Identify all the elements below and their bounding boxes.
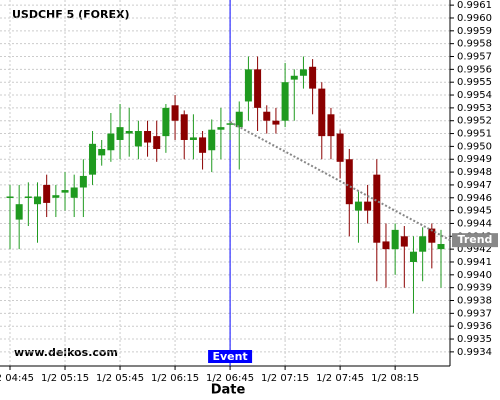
candle-body: [171, 105, 179, 121]
y-tick-label: 0.9956: [457, 64, 492, 75]
x-axis-label: Date: [211, 383, 246, 398]
x-tick-label: 1/2 06:45: [206, 373, 254, 384]
y-tick-label: 0.9947: [457, 180, 492, 191]
trend-label: Trend: [458, 233, 493, 246]
x-tick-label: 1/2 07:15: [261, 373, 309, 384]
candle-body: [327, 114, 335, 137]
y-tick-label: 0.9958: [457, 39, 492, 50]
candle-body: [419, 236, 427, 252]
candle-body: [125, 130, 133, 134]
y-tick-label: 0.9937: [457, 308, 492, 319]
y-tick-label: 0.9939: [457, 283, 492, 294]
candle-body: [299, 69, 307, 76]
y-tick-label: 0.9950: [457, 141, 492, 152]
y-tick-label: 0.9944: [457, 218, 492, 229]
candle-body: [336, 133, 344, 162]
candle-body: [98, 148, 106, 156]
candle-body: [217, 127, 225, 130]
candle-body: [79, 175, 87, 188]
y-tick-label: 0.9934: [457, 347, 492, 358]
candle-body: [189, 137, 197, 140]
y-tick-label: 0.9948: [457, 167, 492, 178]
y-tick-label: 0.9955: [457, 77, 492, 88]
y-tick-label: 0.9936: [457, 321, 492, 332]
candle-body: [116, 127, 124, 140]
candle-body: [437, 244, 445, 250]
candle-body: [364, 201, 372, 211]
trend-label-box: [452, 233, 498, 248]
y-tick-label: 0.9953: [457, 103, 492, 114]
candle-body: [428, 228, 436, 243]
candle-body: [52, 195, 60, 198]
candle-body: [153, 136, 161, 149]
candle-body: [226, 123, 234, 125]
candle-body: [318, 88, 326, 137]
y-tick-label: 0.9940: [457, 270, 492, 281]
candle-body: [144, 130, 152, 143]
candle-body: [263, 111, 271, 121]
x-tick-label: 1/2 07:45: [316, 373, 364, 384]
candle-body: [43, 184, 51, 203]
candle-body: [107, 133, 115, 151]
x-tick-label: 1/2 05:45: [96, 373, 144, 384]
candle-body: [235, 111, 243, 128]
x-tick-label: 1/2 08:15: [371, 373, 419, 384]
candle-body: [134, 130, 142, 147]
candle-body: [272, 120, 280, 125]
y-tick-label: 0.9951: [457, 129, 492, 140]
chart-title: USDCHF 5 (FOREX): [12, 8, 129, 21]
candle-body: [244, 69, 252, 102]
candle-body: [61, 190, 69, 193]
y-tick-label: 0.9954: [457, 90, 492, 101]
candle-body: [162, 107, 170, 137]
candle-body: [373, 174, 381, 243]
y-tick-label: 0.9945: [457, 206, 492, 217]
y-tick-label: 0.9957: [457, 52, 492, 63]
candle-body: [34, 196, 42, 205]
candle-body: [281, 82, 289, 121]
candle-body: [199, 137, 207, 153]
candle-body: [180, 114, 188, 140]
watermark: www.delkos.com: [14, 346, 118, 359]
candle-body: [70, 187, 78, 198]
candle-body: [208, 129, 216, 151]
candle-body: [354, 201, 362, 211]
candle-body: [290, 75, 298, 80]
event-label: Event: [212, 350, 247, 363]
candle-body: [89, 143, 97, 175]
candle-body: [6, 196, 14, 198]
y-tick-label: 0.9959: [457, 26, 492, 37]
y-tick-label: 0.9941: [457, 257, 492, 268]
y-tick-label: 0.9949: [457, 154, 492, 165]
y-tick-label: 0.9935: [457, 334, 492, 345]
x-tick-label: 1/2 05:15: [41, 373, 89, 384]
candle-body: [391, 229, 399, 250]
y-tick-label: 0.9952: [457, 116, 492, 127]
y-tick-label: 0.9942: [457, 244, 492, 255]
x-tick-label: 1/2 06:15: [151, 373, 199, 384]
x-tick-label: 1/2 04:45: [0, 373, 34, 384]
candle-body: [345, 159, 353, 205]
y-tick-label: 0.9938: [457, 296, 492, 307]
candle-body: [382, 241, 390, 250]
candle-body: [309, 66, 317, 89]
candle-body: [400, 236, 408, 247]
candle-body: [15, 204, 23, 220]
y-tick-label: 0.9960: [457, 13, 492, 24]
candle-body: [24, 196, 32, 198]
candle-body: [409, 251, 417, 262]
event-label-box: [208, 350, 253, 363]
trend-line: [229, 121, 451, 242]
y-tick-label: 0.9946: [457, 193, 492, 204]
candle-body: [254, 69, 262, 108]
y-tick-label: 0.9961: [457, 0, 492, 11]
